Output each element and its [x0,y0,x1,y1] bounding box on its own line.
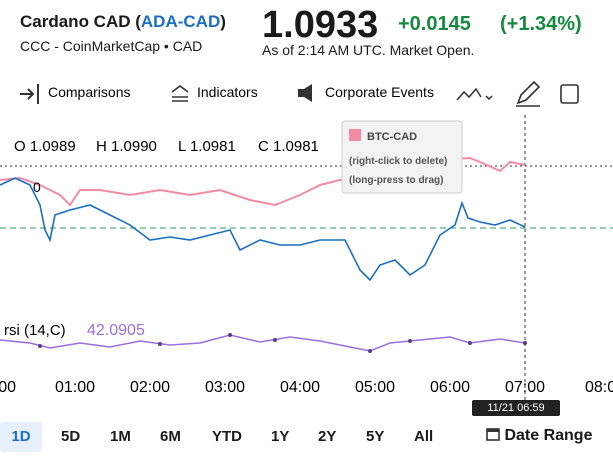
ohlc-high: H 1.0990 [96,138,157,155]
chart: O 1.0989 H 1.0990 L 1.0981 C 1.0981 0 BT… [0,115,613,405]
range-button[interactable]: 6M [160,428,181,445]
subtitle: CCC - CoinMarketCap • CAD [20,38,203,54]
comparisons-button[interactable]: Comparisons [20,84,130,104]
symbol[interactable]: ADA-CAD [140,12,221,31]
range-bar: 1D 5D 1M 6M YTD 1Y 2Y 5Y All Date Range [0,422,613,452]
price: 1.0933 [262,4,379,46]
date-range-label: Date Range [504,427,593,444]
chart-type-icon[interactable] [456,87,493,101]
title: Cardano CAD (ADA-CAD) [20,12,226,32]
title-text: ) [220,12,226,31]
tooltip-hint: (long-press to drag) [349,175,443,186]
indicators-button[interactable]: Indicators [171,84,258,102]
time-axis: 00:00 01:00 02:00 03:00 04:00 05:00 06:0… [0,379,613,396]
change: +0.0145 [398,13,471,35]
time-label: 04:00 [280,379,320,396]
rsi-line [0,334,526,352]
time-label: 03:00 [205,379,245,396]
events-button[interactable]: Corporate Events [298,84,434,102]
tooltip-hint: (right-click to delete) [349,156,447,167]
toolbar-label: Indicators [197,84,258,100]
icon [298,84,312,102]
tooltip-symbol: BTC-CAD [367,131,417,143]
toolbar: Comparisons Indicators Corporate Events [20,80,579,107]
ohlc-low: L 1.0981 [178,138,236,155]
calc-icon[interactable] [560,84,579,104]
draw-icon[interactable] [516,80,541,107]
price-line-series [0,177,526,282]
title-text: Cardano CAD ( [20,12,141,31]
rsi-label: rsi (14,C) [4,322,66,339]
toolbar-label: Comparisons [48,84,130,100]
icon [171,85,189,102]
range-button[interactable]: 5Y [366,428,385,445]
swatch [349,129,361,141]
range-button[interactable]: All [414,428,434,445]
time-label: 01:00 [55,379,95,396]
ohlc-open: O 1.0989 [14,138,76,155]
time-label: 08:00 [585,379,613,396]
range-button[interactable]: 1Y [271,428,290,445]
comparison-line [0,156,526,207]
zero-label: 0 [33,179,41,195]
crosshair-time: 11/21 06:59 [472,400,560,416]
toolbar-label: Corporate Events [325,84,434,100]
calendar-icon [486,428,500,441]
time-label: 06:00 [430,379,470,396]
time-label: 00:00 [0,379,16,396]
range-button[interactable]: YTD [212,428,242,445]
time-label: 05:00 [355,379,395,396]
ohlc-bg [4,133,342,159]
ohlc-close: C 1.0981 [258,138,319,155]
time-label: 07:00 [505,379,545,396]
tooltip-box [341,120,463,194]
rsi-value: 42.0905 [87,322,145,339]
date-range-button[interactable]: Date Range [486,427,592,445]
rsi-dots [38,333,527,353]
icon [20,84,39,104]
time-label: 02:00 [130,379,170,396]
as-of: As of 2:14 AM UTC. Market Open. [262,42,475,58]
range-button[interactable]: 1D [0,422,42,452]
range-button[interactable]: 2Y [318,428,337,445]
range-button[interactable]: 1M [110,428,131,445]
tooltip[interactable]: BTC-CAD (right-click to delete) (long-pr… [341,120,463,194]
change-pct: (+1.34%) [500,13,582,35]
range-button[interactable]: 5D [61,428,81,445]
